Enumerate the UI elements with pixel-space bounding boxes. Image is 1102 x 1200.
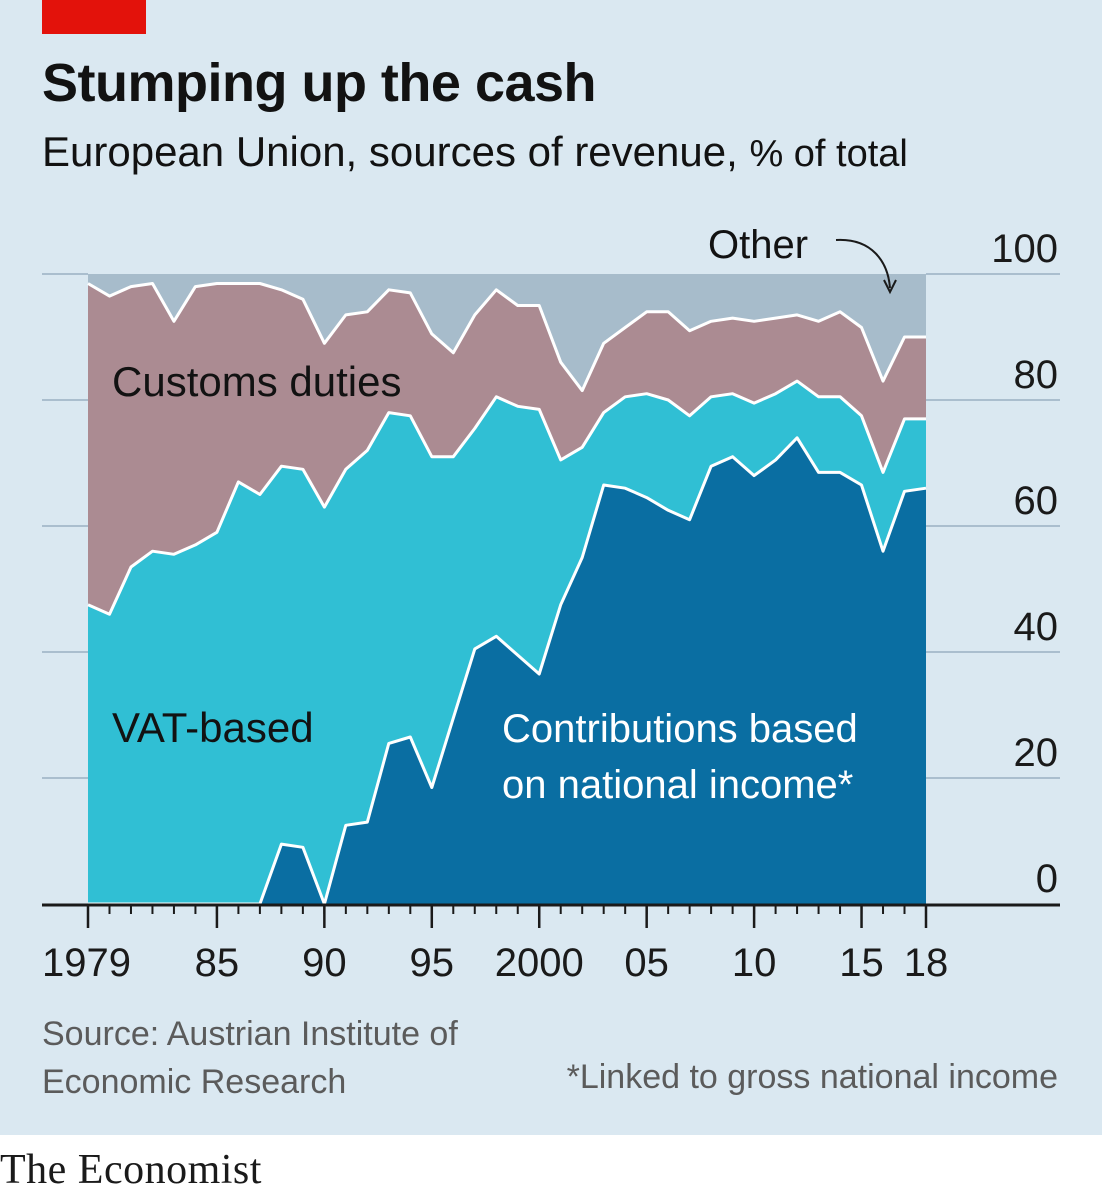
chart-subtitle: European Union, sources of revenue, % of… <box>42 128 908 176</box>
x-tick-label: 2000 <box>495 941 584 985</box>
x-tick-label: 10 <box>732 941 777 985</box>
area-contributions-based-on-national-income <box>88 437 926 904</box>
x-tick-label: 15 <box>839 941 884 985</box>
other-pointer-arrowhead <box>883 279 897 295</box>
other-pointer <box>835 238 891 289</box>
boundary-line <box>87 379 926 616</box>
x-tick-label: 18 <box>904 941 949 985</box>
y-tick-label: 20 <box>1014 731 1059 775</box>
x-axis: 1979 85 90 95 2000 05 10 15 18 <box>42 903 1060 985</box>
gridlines: 0 20 40 60 80 100 <box>42 227 1060 901</box>
x-tick-label: 90 <box>302 941 347 985</box>
area-layers <box>88 274 926 905</box>
area-customs-duties <box>88 283 926 615</box>
brand-red-bar <box>42 0 146 34</box>
source-note: Source: Austrian Institute of Economic R… <box>42 1015 458 1101</box>
series-label-vat-based: VAT-based <box>112 704 314 751</box>
series-label-contributions-based-on-national-income: on national income* <box>502 763 853 807</box>
y-tick-label: 0 <box>1036 857 1058 901</box>
y-tick-label: 60 <box>1014 479 1059 523</box>
series-label-other: Other <box>708 223 808 267</box>
boundary-line <box>87 282 926 393</box>
x-tick-label: 05 <box>624 941 669 985</box>
x-tick-label: 95 <box>410 941 455 985</box>
chart-title: Stumping up the cash <box>42 53 597 113</box>
series-labels: Contributions based on national income* VA… <box>112 223 897 807</box>
y-tick-label: 80 <box>1014 353 1059 397</box>
area-other <box>88 274 926 391</box>
x-tick-label: 1979 <box>42 941 131 985</box>
x-tick-label: 85 <box>195 941 240 985</box>
footnote: *Linked to gross national income <box>566 1058 1058 1096</box>
series-label-customs-duties: Customs duties <box>112 358 401 405</box>
y-tick-label: 100 <box>991 227 1058 271</box>
y-tick-label: 40 <box>1014 605 1059 649</box>
series-label-contributions-based-on-national-income: Contributions based <box>502 707 858 751</box>
area-vat-based <box>88 381 926 905</box>
stacked-area-chart: 0 20 40 60 80 100 1979 85 90 95 2000 05 10 15 18 Cont… <box>42 223 1060 985</box>
subtitle-text: European Union, sources of revenue, <box>42 128 738 175</box>
brand-logo-text: The Economist <box>0 1147 262 1193</box>
subtitle-unit: % of total <box>749 133 908 175</box>
